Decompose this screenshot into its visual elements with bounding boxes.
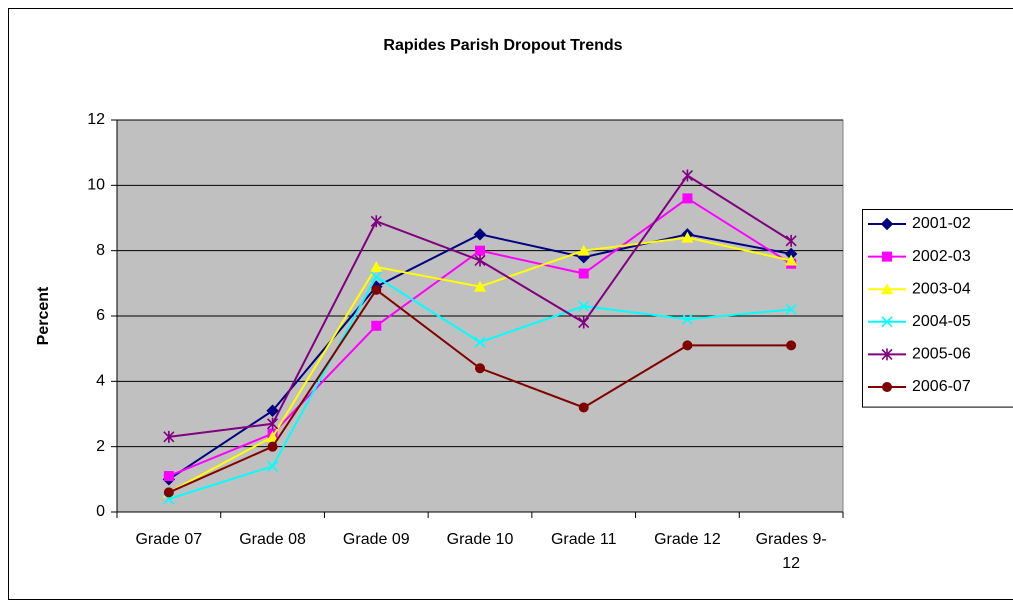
marker (474, 280, 486, 292)
marker (163, 471, 174, 482)
x-tick-label: Grade 10 (446, 531, 514, 548)
y-tick-label: 2 (96, 438, 105, 455)
marker (880, 217, 894, 231)
marker (267, 460, 279, 472)
marker (786, 340, 797, 351)
marker (785, 303, 797, 316)
x-tick-label: Grade 11 (550, 531, 617, 548)
legend-label: 2004-05 (912, 313, 971, 330)
marker (371, 320, 382, 331)
marker (475, 245, 485, 256)
x-tick-label: Grade 09 (342, 531, 410, 548)
marker (681, 169, 693, 182)
marker (577, 244, 590, 256)
y-tick-label: 4 (96, 373, 105, 390)
marker (578, 300, 590, 312)
marker (882, 382, 892, 392)
x-tick-label: Grade 08 (239, 531, 306, 548)
marker (473, 228, 487, 241)
marker (475, 363, 485, 374)
marker (785, 254, 798, 266)
y-tick-label: 6 (96, 307, 105, 324)
marker (681, 313, 693, 325)
marker (163, 430, 175, 443)
marker (578, 316, 590, 329)
y-tick-label: 0 (96, 503, 105, 520)
marker (267, 417, 279, 430)
marker (578, 402, 589, 413)
marker (266, 430, 279, 442)
marker (682, 340, 693, 351)
marker (785, 234, 797, 247)
legend-box (862, 209, 1013, 408)
marker (578, 268, 589, 279)
legend-label: 2003-04 (912, 280, 971, 297)
marker (474, 336, 486, 348)
x-tick-label: Grades 9-12 (755, 531, 827, 572)
marker (266, 404, 279, 417)
marker (370, 215, 382, 228)
marker (267, 441, 278, 452)
marker (881, 283, 893, 295)
x-tick-label: Grade 12 (654, 531, 721, 548)
legend-label: 2005-06 (912, 346, 971, 363)
x-tick-label: Grade 07 (135, 531, 203, 548)
y-axis-label: Percent (35, 286, 52, 345)
marker (882, 251, 892, 262)
y-tick-label: 10 (87, 177, 105, 194)
marker (370, 271, 382, 283)
marker (163, 487, 174, 498)
marker (371, 284, 382, 295)
y-tick-label: 8 (96, 242, 105, 259)
marker (881, 348, 893, 361)
legend-label: 2006-07 (912, 378, 971, 395)
y-tick-label: 12 (87, 111, 105, 128)
marker (682, 193, 693, 204)
legend-label: 2001-02 (912, 215, 971, 232)
marker (681, 231, 694, 243)
legend-label: 2002-03 (912, 248, 971, 265)
marker (474, 254, 486, 267)
chart-title: Rapides Parish Dropout Trends (383, 37, 622, 54)
marker (370, 261, 383, 272)
marker (881, 316, 893, 328)
